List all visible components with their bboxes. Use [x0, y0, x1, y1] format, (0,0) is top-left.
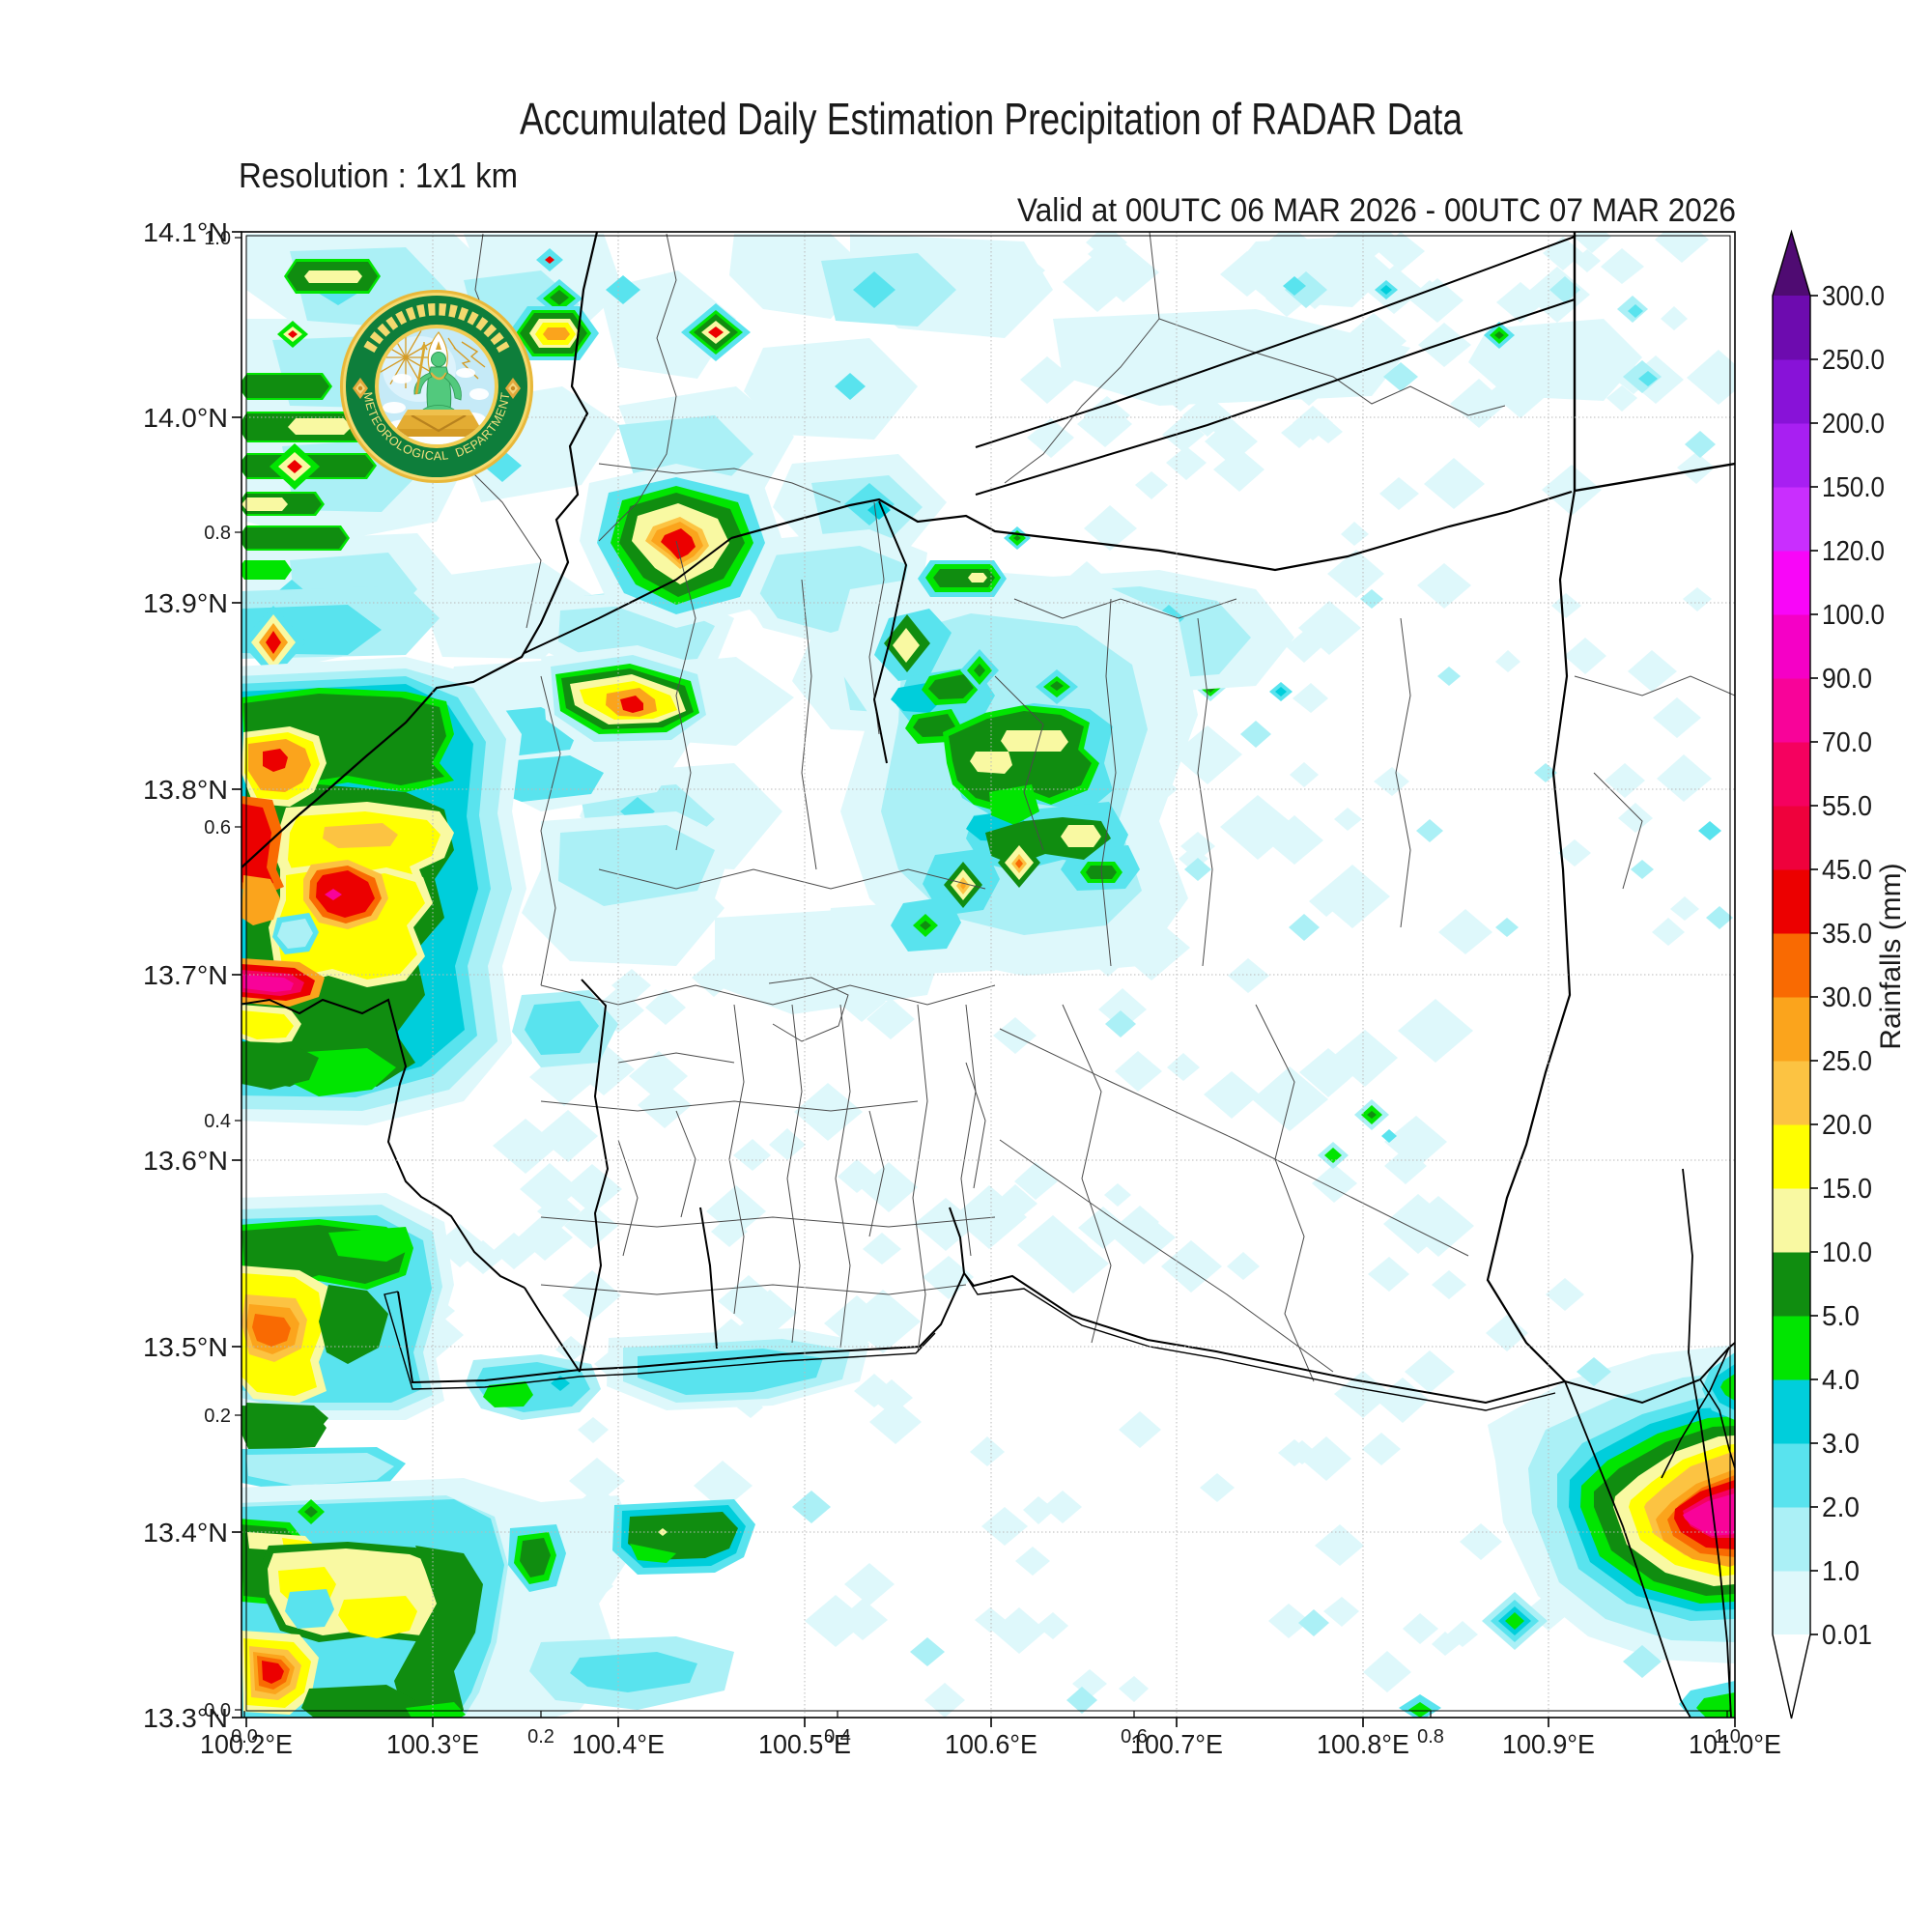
- svg-text:300.0: 300.0: [1822, 281, 1885, 312]
- svg-text:Valid at 00UTC 06 MAR 2026 - 0: Valid at 00UTC 06 MAR 2026 - 00UTC 07 MA…: [1017, 192, 1736, 229]
- svg-text:70.0: 70.0: [1822, 727, 1872, 758]
- svg-text:13.5°N: 13.5°N: [143, 1332, 228, 1362]
- svg-text:100.4°E: 100.4°E: [572, 1729, 665, 1759]
- svg-text:150.0: 150.0: [1822, 472, 1885, 503]
- svg-text:100.7°E: 100.7°E: [1130, 1729, 1223, 1759]
- svg-text:5.0: 5.0: [1822, 1301, 1860, 1332]
- svg-text:120.0: 120.0: [1822, 536, 1885, 567]
- svg-text:0.0: 0.0: [204, 1700, 231, 1721]
- svg-text:0.6: 0.6: [1121, 1726, 1148, 1747]
- svg-text:200.0: 200.0: [1822, 409, 1885, 440]
- svg-text:3.0: 3.0: [1822, 1429, 1860, 1460]
- svg-text:55.0: 55.0: [1822, 791, 1872, 822]
- svg-text:0.01: 0.01: [1822, 1620, 1872, 1651]
- svg-text:35.0: 35.0: [1822, 919, 1872, 950]
- svg-text:0.6: 0.6: [204, 817, 231, 838]
- svg-text:4.0: 4.0: [1822, 1365, 1860, 1396]
- svg-text:14.0°N: 14.0°N: [143, 403, 228, 433]
- svg-text:100.8°E: 100.8°E: [1317, 1729, 1409, 1759]
- svg-text:13.9°N: 13.9°N: [143, 588, 228, 618]
- svg-text:13.3°N: 13.3°N: [143, 1703, 228, 1733]
- svg-text:45.0: 45.0: [1822, 855, 1872, 886]
- svg-text:13.7°N: 13.7°N: [143, 960, 228, 990]
- svg-text:20.0: 20.0: [1822, 1110, 1872, 1141]
- svg-text:101.0°E: 101.0°E: [1689, 1729, 1781, 1759]
- svg-text:100.5°E: 100.5°E: [758, 1729, 851, 1759]
- svg-text:0.2: 0.2: [527, 1726, 554, 1747]
- svg-text:Accumulated Daily Estimation P: Accumulated Daily Estimation Precipitati…: [520, 94, 1463, 144]
- svg-text:13.6°N: 13.6°N: [143, 1146, 228, 1176]
- svg-text:100.2°E: 100.2°E: [200, 1729, 293, 1759]
- svg-text:Resolution : 1x1 km: Resolution : 1x1 km: [239, 156, 518, 195]
- svg-text:100.0: 100.0: [1822, 600, 1885, 631]
- svg-text:250.0: 250.0: [1822, 345, 1885, 376]
- svg-text:100.3°E: 100.3°E: [386, 1729, 479, 1759]
- svg-text:15.0: 15.0: [1822, 1174, 1872, 1205]
- svg-text:1.0: 1.0: [204, 228, 231, 249]
- svg-text:1.0: 1.0: [1822, 1556, 1860, 1587]
- svg-text:0.8: 0.8: [1417, 1726, 1444, 1747]
- svg-text:2.0: 2.0: [1822, 1492, 1860, 1523]
- svg-text:100.9°E: 100.9°E: [1502, 1729, 1595, 1759]
- svg-text:25.0: 25.0: [1822, 1046, 1872, 1077]
- svg-text:Rainfalls (mm): Rainfalls (mm): [1875, 863, 1907, 1049]
- svg-text:100.6°E: 100.6°E: [945, 1729, 1037, 1759]
- svg-text:0.0: 0.0: [231, 1726, 258, 1747]
- svg-text:10.0: 10.0: [1822, 1237, 1872, 1268]
- svg-text:30.0: 30.0: [1822, 982, 1872, 1013]
- svg-text:90.0: 90.0: [1822, 664, 1872, 695]
- svg-text:0.8: 0.8: [204, 523, 231, 544]
- svg-text:14.1°N: 14.1°N: [143, 217, 228, 247]
- svg-text:13.4°N: 13.4°N: [143, 1518, 228, 1548]
- svg-text:1.0: 1.0: [1714, 1726, 1741, 1747]
- svg-text:0.4: 0.4: [204, 1111, 231, 1132]
- svg-text:0.4: 0.4: [824, 1726, 851, 1747]
- svg-text:0.2: 0.2: [204, 1406, 231, 1427]
- svg-text:13.8°N: 13.8°N: [143, 775, 228, 805]
